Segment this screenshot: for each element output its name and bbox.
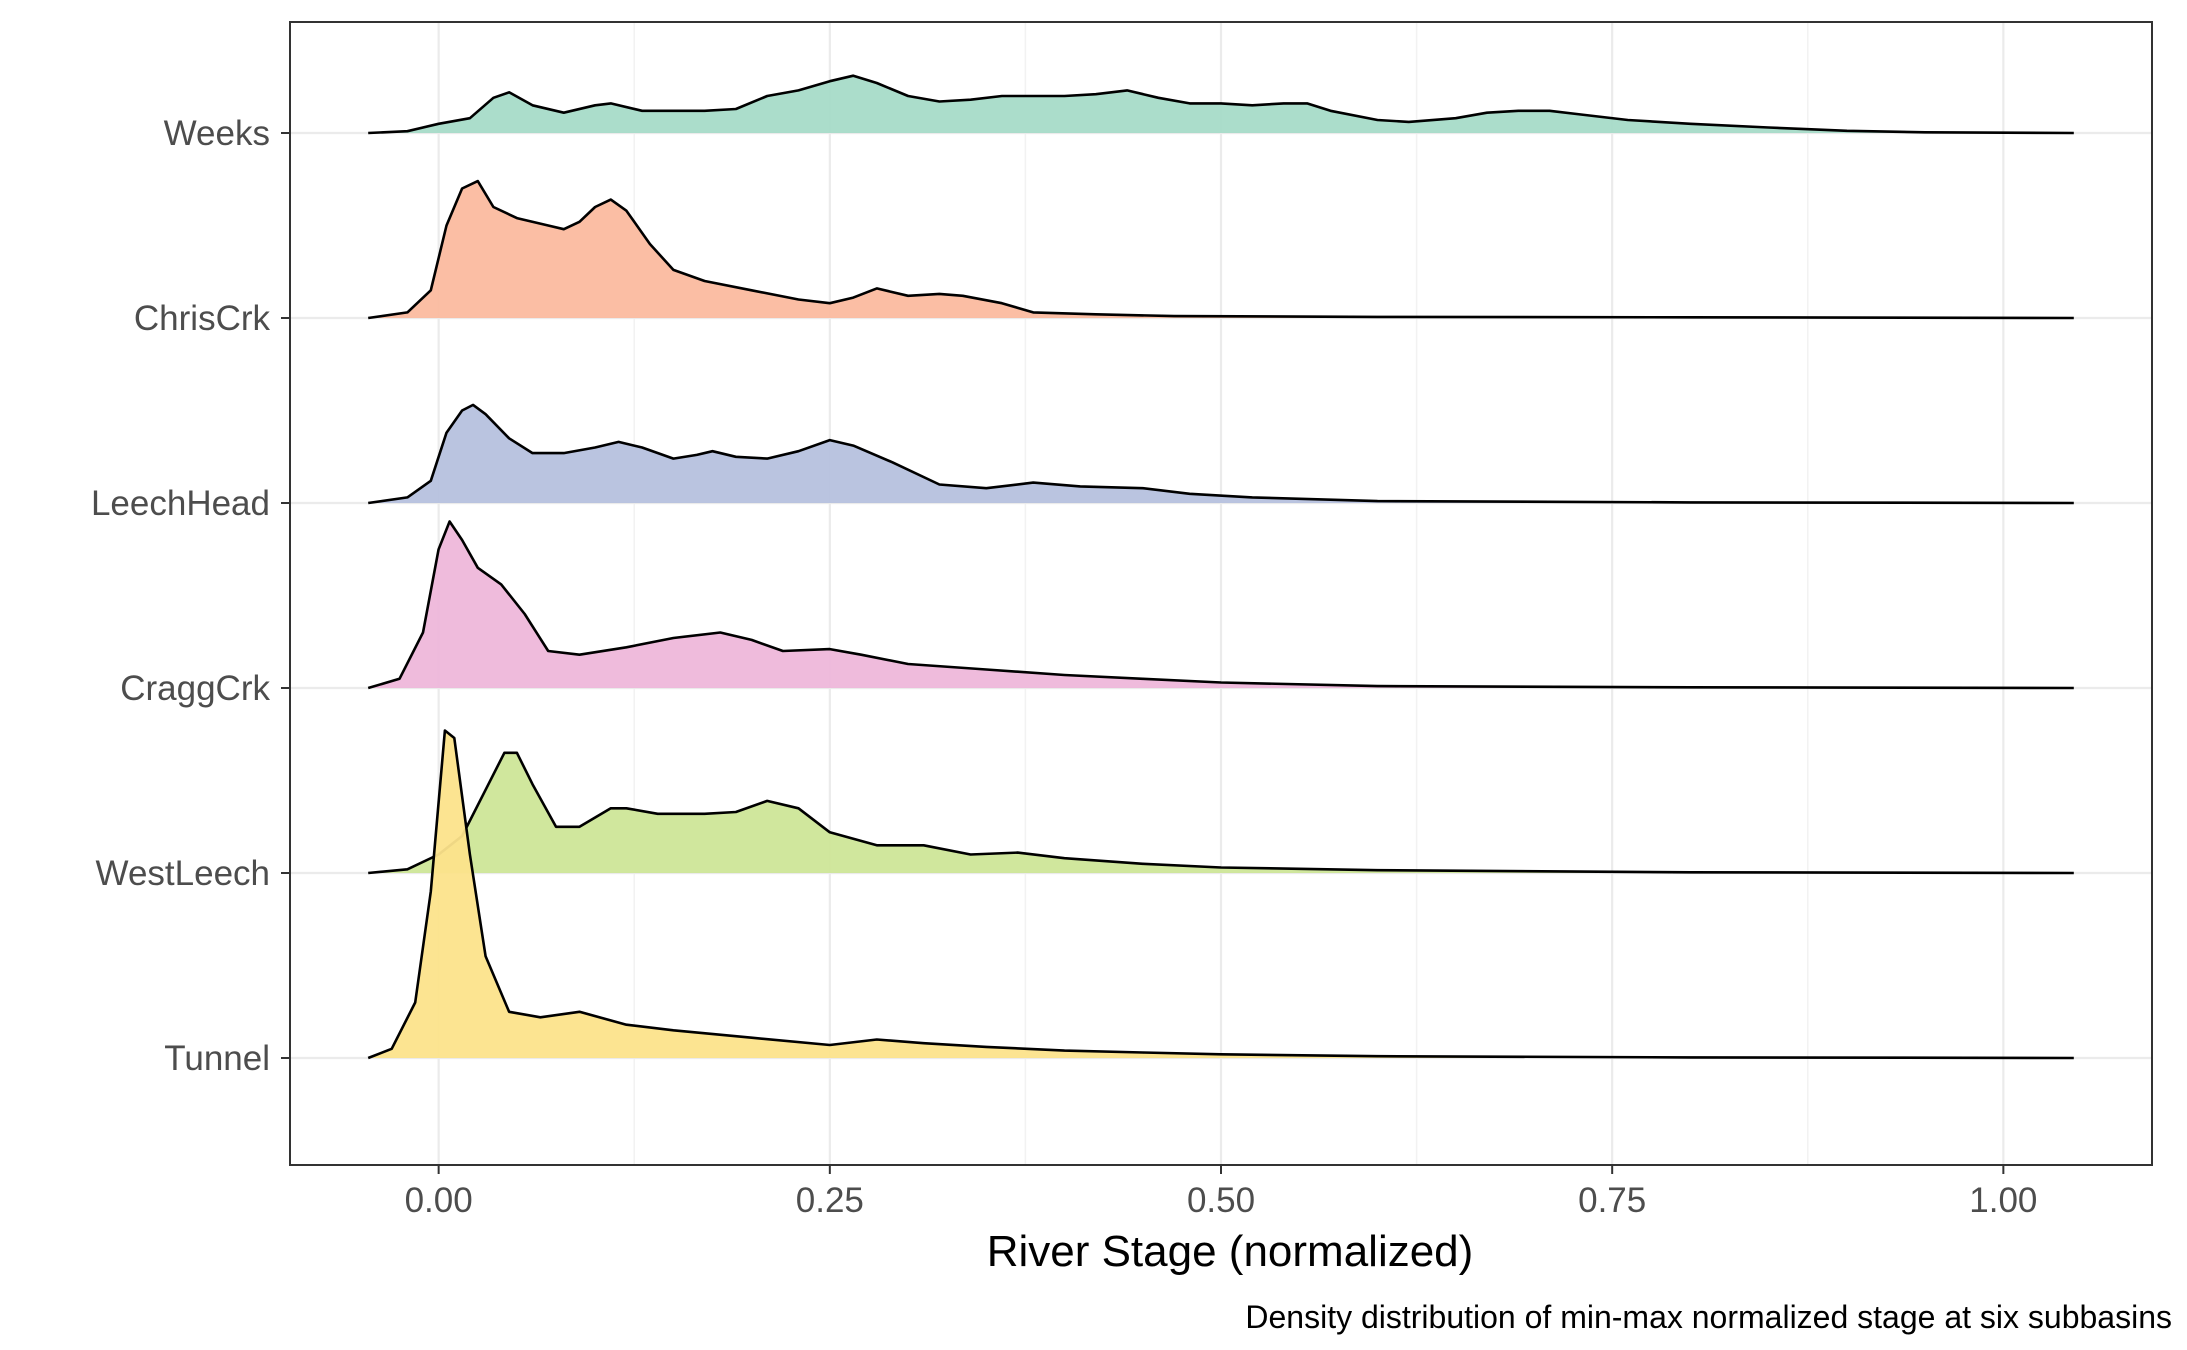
y-tick-label: WestLeech: [96, 854, 270, 893]
y-tick-label: LeechHead: [91, 484, 270, 523]
ridge-fill: [368, 521, 2074, 688]
x-axis-title: River Stage (normalized): [987, 1227, 1474, 1276]
axes: Weeks ChrisCrk LeechHead CraggCrk WestLeech T…: [91, 114, 2037, 1220]
ridge-craggcrk: [367, 520, 2074, 690]
ridge-chriscrk: [368, 179, 2074, 320]
y-tick-label: Weeks: [164, 114, 270, 153]
ridge-weeks: [368, 74, 2074, 135]
x-tick-label: 0.75: [1578, 1181, 1646, 1220]
ridge-line: [367, 520, 2074, 690]
x-tick-label: 0.50: [1187, 1181, 1255, 1220]
chart-caption: Density distribution of min-max normaliz…: [1245, 1299, 2172, 1335]
y-tick-label: ChrisCrk: [134, 299, 271, 338]
ridge-westleech: [368, 751, 2074, 875]
ridge-line: [368, 179, 2074, 320]
x-tick-label: 1.00: [1969, 1181, 2037, 1220]
ridge-line: [368, 74, 2074, 135]
ridges: [367, 74, 2074, 1060]
ridge-line: [367, 729, 2074, 1060]
y-tick-label: CraggCrk: [120, 669, 270, 708]
ridge-leechhead: [368, 403, 2074, 505]
ridge-tunnel: [367, 729, 2074, 1060]
ridge-fill: [368, 404, 2074, 503]
ridge-fill: [368, 730, 2074, 1058]
ridge-line: [368, 751, 2074, 875]
ridge-fill: [368, 752, 2074, 873]
ridge-line: [368, 403, 2074, 505]
x-tick-label: 0.25: [796, 1181, 864, 1220]
y-tick-label: Tunnel: [164, 1039, 270, 1078]
x-tick-label: 0.00: [405, 1181, 473, 1220]
ridge-fill: [368, 181, 2074, 318]
